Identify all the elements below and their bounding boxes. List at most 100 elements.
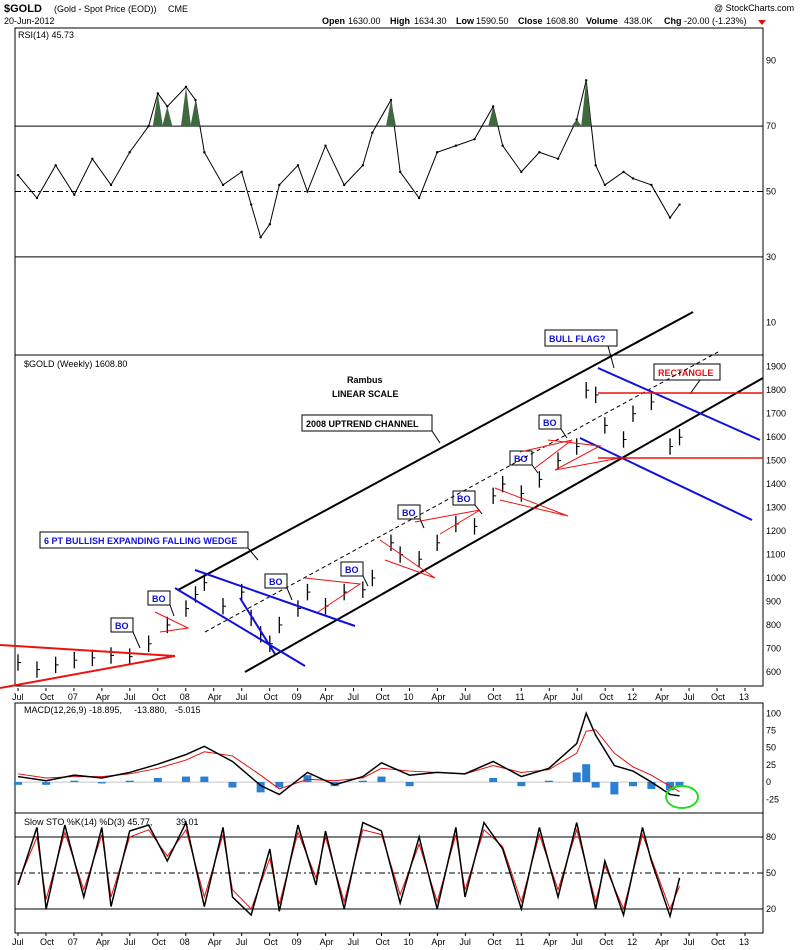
macd-panel-frame <box>14 702 764 814</box>
bo-callout-3: BO <box>264 573 293 601</box>
macd-layer: 100 75 50 25 0 -25 <box>14 708 781 804</box>
x-tick-label: Jul <box>571 937 583 947</box>
macd-tick-label: 100 <box>766 708 781 718</box>
sto-tick-label: 20 <box>766 904 776 914</box>
x-tick-label: 10 <box>403 692 413 702</box>
price-tick-label: 1700 <box>766 409 786 419</box>
x-tick-label: Oct <box>487 692 502 702</box>
rsi-point <box>147 124 150 128</box>
rsi-point <box>91 157 94 160</box>
rsi-tick-label: 70 <box>766 121 776 131</box>
rectangle-callout-box <box>653 363 721 381</box>
x-tick-label: Oct <box>599 937 614 947</box>
red-pattern-4 <box>414 509 481 535</box>
bo-callout-4: BO <box>340 561 369 587</box>
x-tick-label: 09 <box>292 937 302 947</box>
symbol: $GOLD <box>4 3 42 15</box>
x-tick-label: Oct <box>40 692 55 702</box>
rsi-point <box>398 170 402 174</box>
macd-histogram-bar <box>582 764 591 783</box>
x-tick-label: Apr <box>543 937 557 947</box>
channel-lower-line <box>244 377 764 673</box>
rsi-point <box>556 157 560 160</box>
x-tick-label: 08 <box>180 937 190 947</box>
x-tick-label: Jul <box>348 692 360 702</box>
rsi-overbought-fill <box>190 99 201 127</box>
high-label: High <box>390 16 410 26</box>
macd-histogram-bar <box>358 780 367 783</box>
macd-histogram-bar <box>256 782 265 793</box>
rsi-point <box>296 164 300 167</box>
rsi-point <box>417 196 421 200</box>
x-tick-label: Apr <box>96 692 110 702</box>
x-tick-label: Jul <box>348 937 360 947</box>
bo-label: BO <box>152 594 166 604</box>
macd-line <box>17 711 680 797</box>
bo-label: BO <box>115 621 129 631</box>
chg-value: -20.00 (-1.23%) <box>684 16 747 26</box>
bo-label: BO <box>269 577 283 587</box>
channel-annotation: 2008 UPTREND CHANNEL <box>306 419 419 429</box>
date: 20-Jun-2012 <box>4 16 55 26</box>
chg-label: Chg <box>664 16 682 26</box>
rsi-tick-label: 30 <box>766 252 776 262</box>
rsi-line <box>17 80 680 239</box>
price-tick-label: 1400 <box>766 479 786 489</box>
macd-histogram-bar <box>629 782 638 787</box>
price-tick-label: 600 <box>766 667 781 677</box>
rsi-point <box>668 216 672 219</box>
x-tick-label: Jul <box>236 937 248 947</box>
bo-label: BO <box>345 565 359 575</box>
x-tick-label: 08 <box>180 692 190 702</box>
x-tick-label: 07 <box>68 937 78 947</box>
macd-histogram-bar <box>377 776 386 783</box>
x-tick-label: 11 <box>515 692 524 702</box>
down-arrow-icon <box>758 20 766 25</box>
bo-callout-5: BO <box>397 504 425 529</box>
macd-histogram-bar <box>675 782 684 787</box>
x-tick-label: Apr <box>96 937 110 947</box>
x-tick-label: Jul <box>124 692 136 702</box>
rsi-label: RSI(14) 45.73 <box>18 30 74 40</box>
red-pattern-2 <box>304 577 362 613</box>
macd-label-c: -5.015 <box>175 705 201 715</box>
macd-signal-line <box>17 729 680 793</box>
macd-tick-label: 50 <box>766 743 776 753</box>
macd-histogram-bar <box>275 782 284 788</box>
flag-lower-line <box>579 437 753 521</box>
rsi-overbought-fill <box>180 86 191 127</box>
macd-histogram-bar <box>572 772 581 783</box>
price-tick-label: 1600 <box>766 432 786 442</box>
rsi-point <box>324 144 327 147</box>
bull-flag-annotation: BULL FLAG? <box>549 334 605 344</box>
rsi-overbought-fill <box>152 93 163 127</box>
close-value: 1608.80 <box>546 16 579 26</box>
rsi-overbought-fill <box>488 106 499 127</box>
price-panel-frame <box>14 354 764 687</box>
bo-label: BO <box>543 418 557 428</box>
x-tick-label: Jul <box>459 937 471 947</box>
rsi-point <box>538 151 541 154</box>
price-tick-label: 1100 <box>766 550 785 560</box>
macd-histogram-bar <box>647 782 656 789</box>
macd-histogram-bar <box>97 782 106 784</box>
rsi-point <box>650 183 653 187</box>
bo-label: BO <box>514 454 528 464</box>
wedge-inner-line <box>239 597 276 655</box>
rsi-overbought-fill <box>385 99 396 127</box>
price-tick-label: 1200 <box>766 526 786 536</box>
macd-histogram-bar <box>200 776 209 783</box>
rsi-point <box>240 170 243 174</box>
x-tick-label: Jul <box>571 692 583 702</box>
x-tick-label: Apr <box>208 692 222 702</box>
highlight-circle <box>665 785 699 809</box>
red-pattern-5 <box>494 487 569 517</box>
volume-value: 438.0K <box>624 16 653 26</box>
rectangle-annotation: RECTANGLE <box>658 368 713 378</box>
red-pattern-6 <box>519 439 573 469</box>
macd-histogram-bar <box>591 782 600 788</box>
rsi-point <box>342 183 346 187</box>
rsi-point <box>584 79 588 82</box>
rsi-point <box>473 137 476 141</box>
price-tick-label: 1500 <box>766 456 786 466</box>
